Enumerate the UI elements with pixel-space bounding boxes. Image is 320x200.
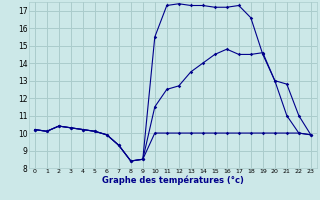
X-axis label: Graphe des températures (°c): Graphe des températures (°c) bbox=[102, 176, 244, 185]
